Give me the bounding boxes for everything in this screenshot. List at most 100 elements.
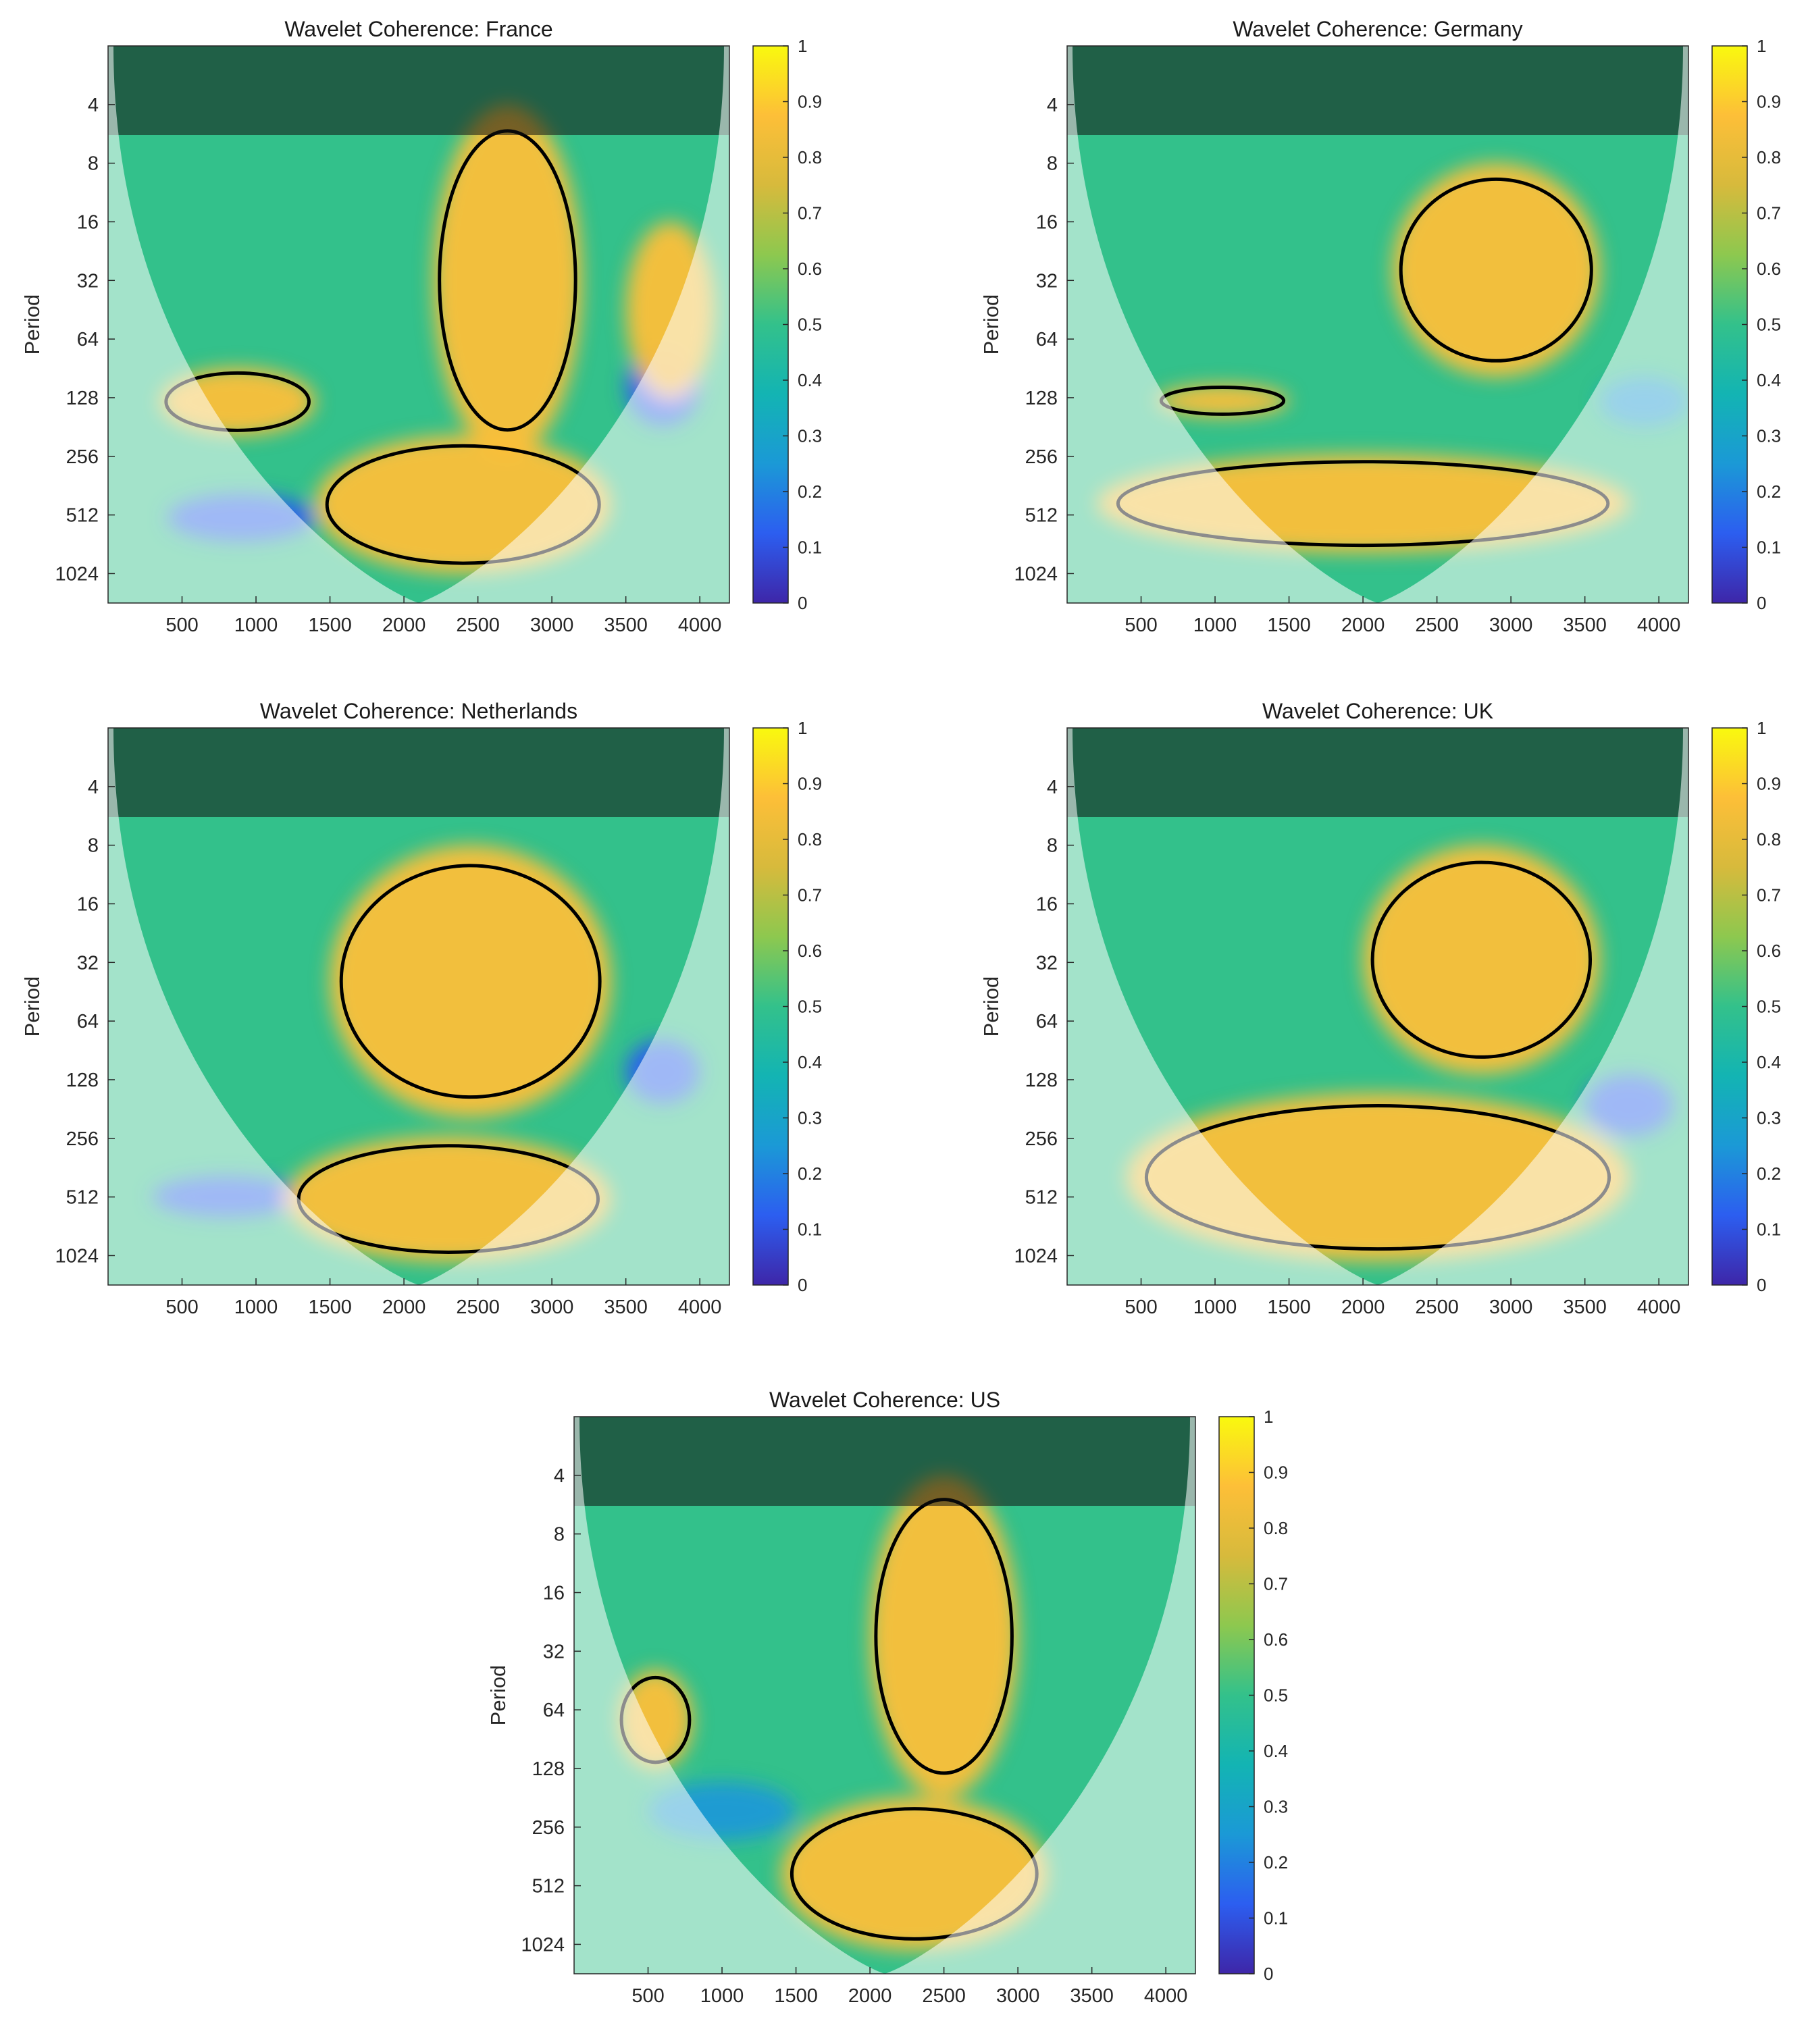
colorbar-tick-label: 0.4 <box>1264 1741 1288 1761</box>
high-frequency-noise-band <box>1067 46 1688 135</box>
cone-of-influence-shade <box>1067 46 1688 603</box>
y-tick-label: 8 <box>88 153 99 175</box>
y-tick-label: 4 <box>1047 95 1058 116</box>
x-tick-label: 1000 <box>1193 614 1237 636</box>
colorbar-tick-label: 0.4 <box>1757 370 1781 390</box>
x-tick-label: 4000 <box>678 1296 722 1318</box>
colorbar-tick-label: 0.1 <box>798 538 822 558</box>
colorbar-tick-label: 0.3 <box>798 426 822 446</box>
panel-france: Wavelet Coherence: France 500 1000 1500 2000… <box>0 0 878 648</box>
y-tick-label: 1024 <box>521 1934 565 1956</box>
colorbar-tick-label: 0.8 <box>1757 147 1781 167</box>
colorbar-tick-label: 0.5 <box>1757 315 1781 335</box>
wavelet-chart: Wavelet Coherence: UK 500 1000 1500 2000 2500… <box>979 699 1781 1318</box>
wavelet-chart: Wavelet Coherence: Netherlands 500 1000 150… <box>20 699 822 1318</box>
y-axis-label: Period <box>486 1665 510 1726</box>
y-axis-label: Period <box>979 294 1003 355</box>
y-tick-label: 16 <box>1036 893 1058 915</box>
chart-title: Wavelet Coherence: UK <box>1262 699 1493 723</box>
y-tick-label: 512 <box>66 1187 99 1209</box>
colorbar-tick-label: 0.6 <box>1757 259 1781 279</box>
y-tick-label: 32 <box>77 270 99 292</box>
x-tick-label: 3000 <box>1489 1296 1533 1318</box>
colorbar-tick-label: 0.1 <box>1757 1220 1781 1240</box>
colorbar-tick-label: 0 <box>1757 1275 1766 1295</box>
x-tick-label: 1500 <box>1267 614 1311 636</box>
x-tick-label: 3500 <box>604 614 648 636</box>
panel-us: Wavelet Coherence: US 500 1000 1500 2000 2500… <box>466 1371 1344 2019</box>
colorbar-tick-label: 0.1 <box>1264 1908 1288 1929</box>
cone-of-influence-shade <box>108 728 729 1285</box>
plot-frame <box>573 1416 1196 1974</box>
x-tick-label: 4000 <box>678 614 722 636</box>
colorbar-tick-label: 0.3 <box>798 1108 822 1128</box>
x-tick-label: 3500 <box>1563 614 1607 636</box>
y-tick-label: 4 <box>88 95 99 116</box>
colorbar-tick-label: 0.6 <box>1757 941 1781 961</box>
plot-frame <box>1066 727 1689 1286</box>
y-tick-label: 16 <box>543 1582 565 1604</box>
wavelet-chart: Wavelet Coherence: Germany 500 1000 1500 200… <box>979 17 1781 636</box>
colorbar-tick-label: 0.6 <box>798 941 822 961</box>
y-tick-label: 16 <box>77 893 99 915</box>
colorbar-tick-label: 0.1 <box>1757 538 1781 558</box>
y-tick-label: 1024 <box>55 563 99 585</box>
plot-frame <box>107 727 730 1286</box>
colorbar-tick-label: 0.3 <box>1264 1797 1288 1817</box>
colorbar-tick-label: 0 <box>1757 593 1766 613</box>
y-tick-label: 16 <box>1036 211 1058 233</box>
y-tick-label: 1024 <box>1014 563 1058 585</box>
colorbar-tick-label: 0.8 <box>798 829 822 849</box>
high-frequency-noise-band <box>1067 728 1688 817</box>
y-tick-label: 64 <box>1036 329 1058 350</box>
y-tick-label: 8 <box>1047 835 1058 857</box>
x-tick-label: 500 <box>1125 1296 1157 1318</box>
x-tick-label: 2000 <box>1341 614 1385 636</box>
significance-contour <box>1399 177 1593 363</box>
y-tick-label: 1024 <box>55 1245 99 1267</box>
colorbar-tick-label: 0.4 <box>798 370 822 390</box>
y-tick-label: 32 <box>1036 952 1058 974</box>
cone-of-influence-shade <box>574 1417 1195 1974</box>
x-tick-label: 2500 <box>456 1296 500 1318</box>
colorbar-tick-label: 0.9 <box>798 774 822 794</box>
colorbar-tick-label: 0.8 <box>798 147 822 167</box>
x-tick-label: 1500 <box>774 1985 818 2007</box>
colorbar-tick-label: 1 <box>798 36 807 56</box>
colorbar-tick-label: 0.8 <box>1264 1518 1288 1538</box>
colorbar <box>1218 1416 1255 1974</box>
high-coherence-region <box>870 1475 1018 1798</box>
y-tick-label: 64 <box>1036 1011 1058 1032</box>
colorbar-tick-label: 0 <box>798 593 807 613</box>
x-tick-label: 3500 <box>1563 1296 1607 1318</box>
high-coherence-region <box>1392 163 1600 377</box>
x-tick-label: 4000 <box>1637 1296 1681 1318</box>
y-tick-label: 256 <box>1025 446 1058 468</box>
x-tick-label: 3000 <box>530 1296 574 1318</box>
colorbar-tick-label: 0.4 <box>798 1052 822 1072</box>
y-tick-label: 64 <box>77 1011 99 1032</box>
x-tick-label: 1500 <box>308 1296 352 1318</box>
panel-uk: Wavelet Coherence: UK 500 1000 1500 2000 2500… <box>959 682 1808 1330</box>
panel-germany: Wavelet Coherence: Germany 500 1000 1500 200… <box>959 0 1808 648</box>
colorbar-tick-label: 0.5 <box>798 997 822 1017</box>
y-tick-label: 128 <box>66 1070 99 1091</box>
x-tick-label: 4000 <box>1144 1985 1188 2007</box>
x-tick-label: 2000 <box>848 1985 892 2007</box>
high-frequency-noise-band <box>108 728 729 817</box>
y-tick-label: 512 <box>1025 1187 1058 1209</box>
high-coherence-region <box>433 104 582 456</box>
y-tick-label: 4 <box>1047 777 1058 798</box>
y-tick-label: 1024 <box>1014 1245 1058 1267</box>
high-coherence-region <box>1156 384 1289 417</box>
colorbar <box>752 727 789 1286</box>
colorbar-tick-label: 0.9 <box>798 92 822 112</box>
colorbar-tick-label: 0.7 <box>798 203 822 224</box>
cone-of-influence-shade <box>108 46 729 603</box>
chart-title: Wavelet Coherence: Germany <box>1233 17 1522 41</box>
x-tick-label: 1500 <box>308 614 352 636</box>
y-tick-label: 64 <box>543 1700 565 1721</box>
colorbar-tick-label: 0.8 <box>1757 829 1781 849</box>
y-tick-label: 16 <box>77 211 99 233</box>
colorbar-tick-label: 0.2 <box>798 481 822 502</box>
